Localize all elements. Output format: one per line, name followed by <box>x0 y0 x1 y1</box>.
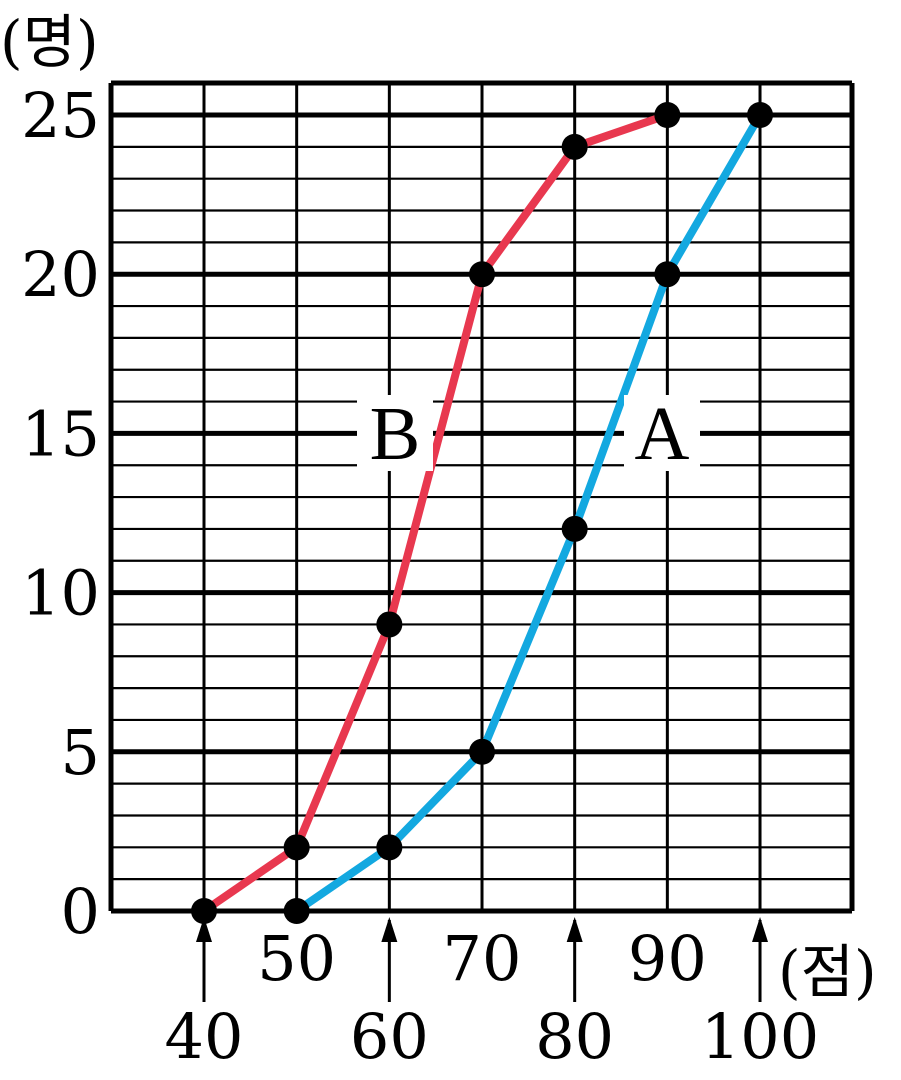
data-point-b <box>283 834 310 861</box>
x-axis-unit: (점) <box>778 938 877 1006</box>
series-points <box>191 102 774 924</box>
data-point-b <box>561 133 588 160</box>
data-point-a <box>654 261 681 288</box>
x-tick-arrowhead <box>196 917 212 942</box>
x-tick-label: 70 <box>443 922 522 995</box>
data-point-a <box>747 102 774 128</box>
series-label-bg <box>357 395 433 471</box>
data-point-b <box>469 261 496 288</box>
x-tick-arrowhead <box>381 917 398 942</box>
x-tick-label: 50 <box>257 922 336 995</box>
series-lines <box>200 111 765 915</box>
data-point-a <box>469 738 496 765</box>
axes <box>111 80 852 1002</box>
grid <box>108 82 855 914</box>
y-tick-label: 15 <box>21 397 100 470</box>
x-tick-label: 90 <box>628 922 707 995</box>
y-tick-label: 0 <box>61 875 100 948</box>
series-label-a: A <box>635 392 690 476</box>
data-point-b <box>191 898 217 924</box>
x-tick-label: 40 <box>165 1000 244 1073</box>
y-axis-unit: (명) <box>0 8 99 76</box>
series-label-bg <box>624 395 700 471</box>
x-tick-label: 80 <box>535 1000 614 1073</box>
data-point-a <box>376 834 403 861</box>
y-tick-label: 20 <box>21 238 100 311</box>
data-point-b <box>654 102 681 128</box>
data-point-a <box>561 515 588 542</box>
y-tick-label: 25 <box>21 79 100 152</box>
series-label-b: B <box>370 392 421 476</box>
x-tick-label: 100 <box>701 1000 819 1073</box>
data-point-b <box>376 611 403 638</box>
x-tick-label: 60 <box>350 1000 429 1073</box>
series-line-a <box>292 111 765 915</box>
y-tick-label: 10 <box>21 557 100 630</box>
data-point-a <box>283 898 310 924</box>
x-tick-arrowhead <box>566 917 583 942</box>
series-line-b <box>200 111 672 915</box>
x-tick-arrowhead <box>752 917 769 942</box>
y-tick-label: 5 <box>61 716 100 789</box>
